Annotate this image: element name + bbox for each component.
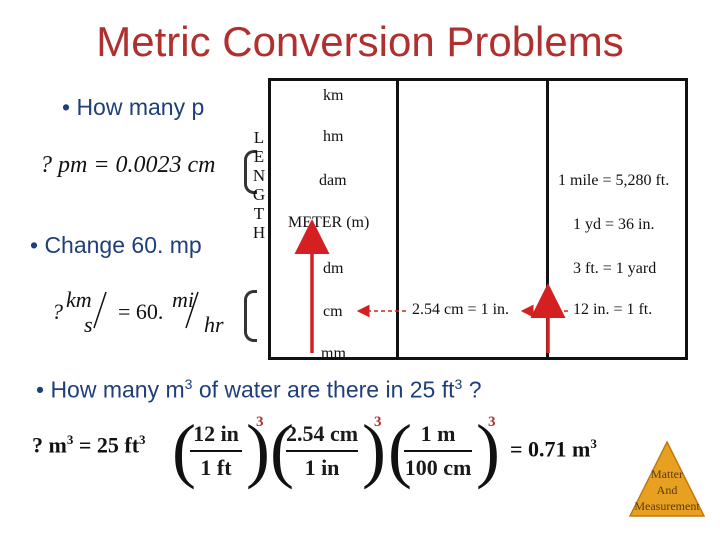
length-label: L E N G T H [252,128,266,242]
conv-mile: 1 mile = 5,280 ft. [558,172,670,189]
rate-rhs-den: hr [204,312,224,337]
rate-lhs-den: s [84,312,93,337]
unit-hm: hm [323,128,344,145]
volume-lhs: ? m3 = 25 ft3 [32,432,146,458]
rate-slashes [93,291,199,329]
unit-dm: dm [323,260,344,277]
cube-3: 3 [488,414,496,430]
rate-equals: = 60. [118,299,164,324]
fraction-cm-in: 2.54 cm 1 in [285,421,359,480]
table-divider-1 [396,81,399,357]
table-divider-2 [546,81,549,357]
rate-bracket [244,290,257,342]
rate-lhs-prefix: ? [52,299,63,324]
pm-bracket [244,150,257,194]
conversion-arrows [294,219,568,353]
conv-cm-in: 2.54 cm = 1 in. [412,301,510,318]
unit-cm: cm [323,303,343,320]
question-1: • How many p [62,94,205,120]
triangle-icon [628,440,706,517]
conv-yd: 1 yd = 36 in. [573,216,655,233]
pm-equation: ? pm = 0.0023 cm [40,152,216,178]
conversion-table: km hm dam METER (m) dm cm mm 2.54 cm = 1… [268,78,688,362]
matter-measurement-logo: Matter And Measurement [628,440,706,518]
unit-mm: mm [321,345,346,362]
rate-lhs-num: km [66,287,92,312]
cube-1: 3 [256,414,264,430]
question-2: • Change 60. mp [30,232,202,258]
volume-result: = 0.71 m3 [510,436,597,462]
unit-km: km [323,87,344,104]
cube-2: 3 [374,414,382,430]
slide-title: Metric Conversion Problems [96,18,624,65]
unit-dam: dam [319,172,347,189]
fraction-m-cm: 1 m 100 cm [404,421,472,480]
question-3: • How many m3 of water are there in 25 f… [36,376,482,403]
fraction-in-ft: 12 in 1 ft [186,420,246,482]
conv-in-ft: 12 in. = 1 ft. [573,301,653,318]
conv-ft-yard: 3 ft. = 1 yard [573,260,657,277]
rate-rhs-num: mi [172,287,194,312]
